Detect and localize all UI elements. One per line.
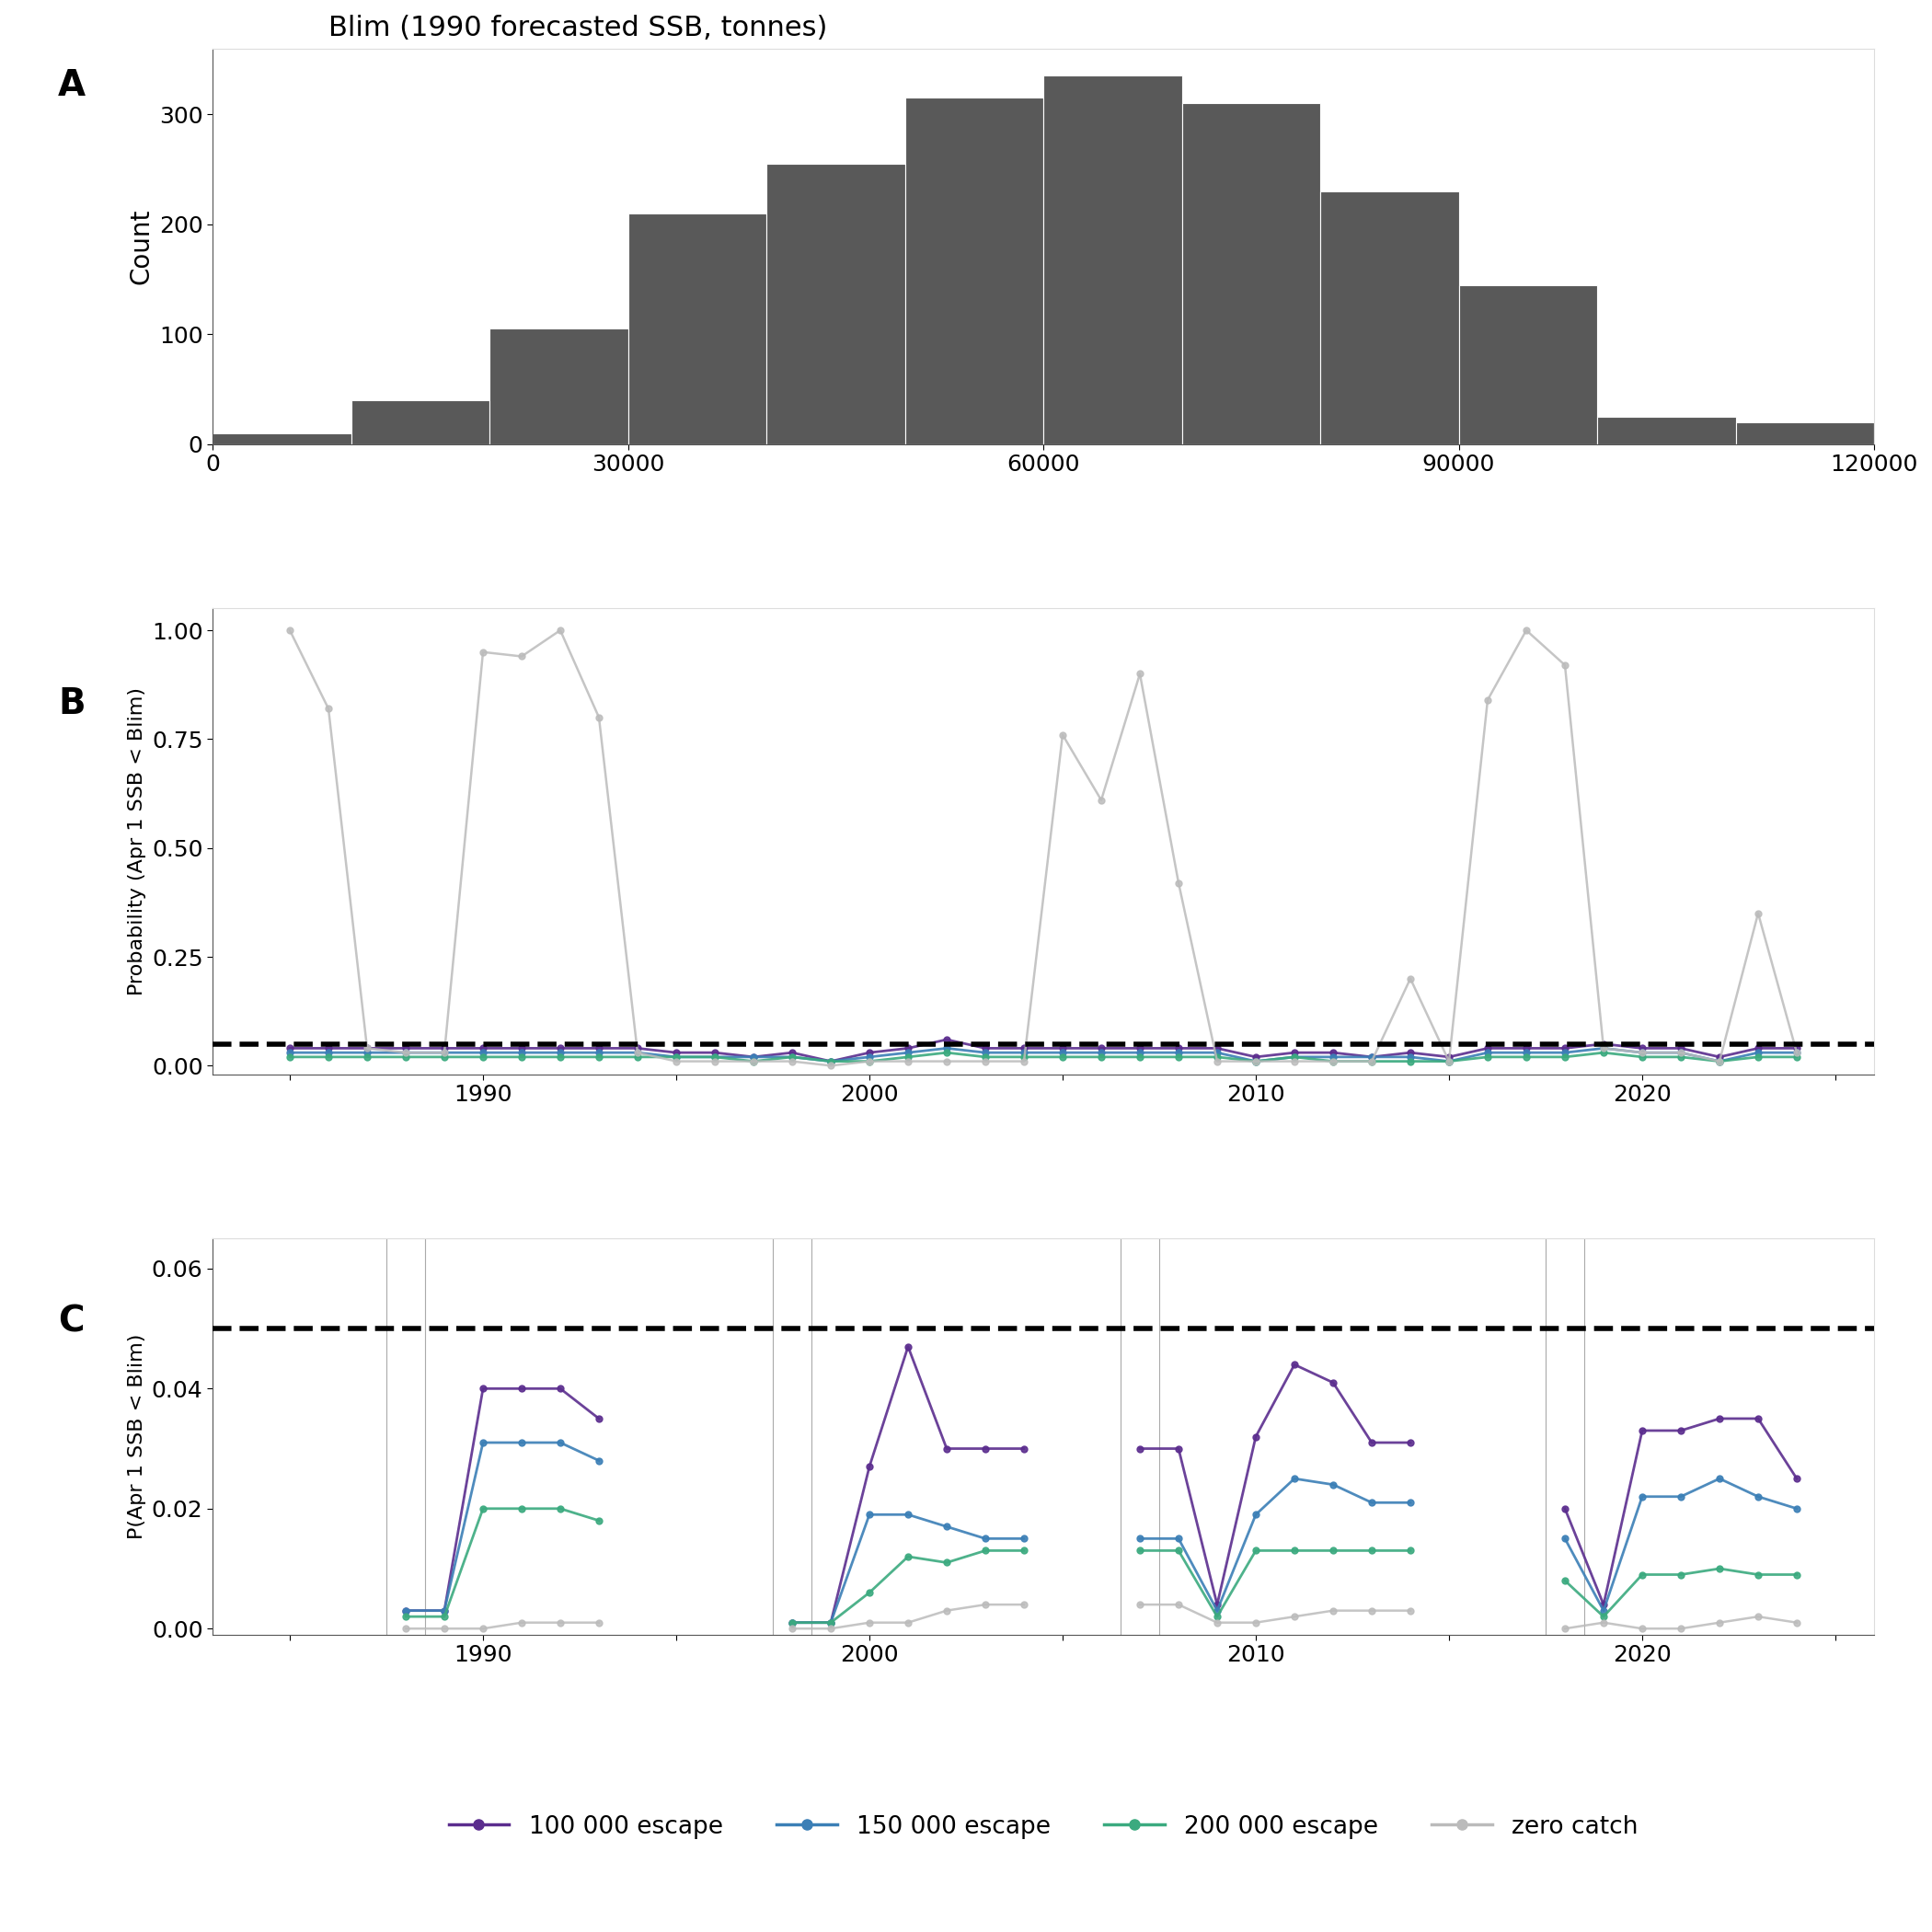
Bar xyxy=(1598,417,1735,444)
Bar xyxy=(1459,284,1598,444)
Bar xyxy=(628,213,767,444)
Text: Blim (1990 forecasted SSB, tonnes): Blim (1990 forecasted SSB, tonnes) xyxy=(328,14,827,41)
Bar xyxy=(904,99,1043,444)
Bar xyxy=(767,164,904,444)
Text: B: B xyxy=(58,686,85,721)
Legend: 100 000 escape, 150 000 escape, 200 000 escape, zero catch: 100 000 escape, 150 000 escape, 200 000 … xyxy=(439,1804,1648,1849)
Text: C: C xyxy=(58,1304,85,1339)
Y-axis label: P(Apr 1 SSB < Blim): P(Apr 1 SSB < Blim) xyxy=(128,1333,147,1540)
Text: A: A xyxy=(58,68,85,102)
Bar xyxy=(213,433,352,444)
Y-axis label: Count: Count xyxy=(128,209,155,284)
Bar xyxy=(1320,191,1459,444)
Bar xyxy=(1182,102,1320,444)
Bar xyxy=(1043,75,1182,444)
Bar xyxy=(352,400,489,444)
Y-axis label: Probability (Apr 1 SSB < Blim): Probability (Apr 1 SSB < Blim) xyxy=(128,688,147,995)
Bar xyxy=(1735,423,1874,444)
Bar xyxy=(489,328,628,444)
